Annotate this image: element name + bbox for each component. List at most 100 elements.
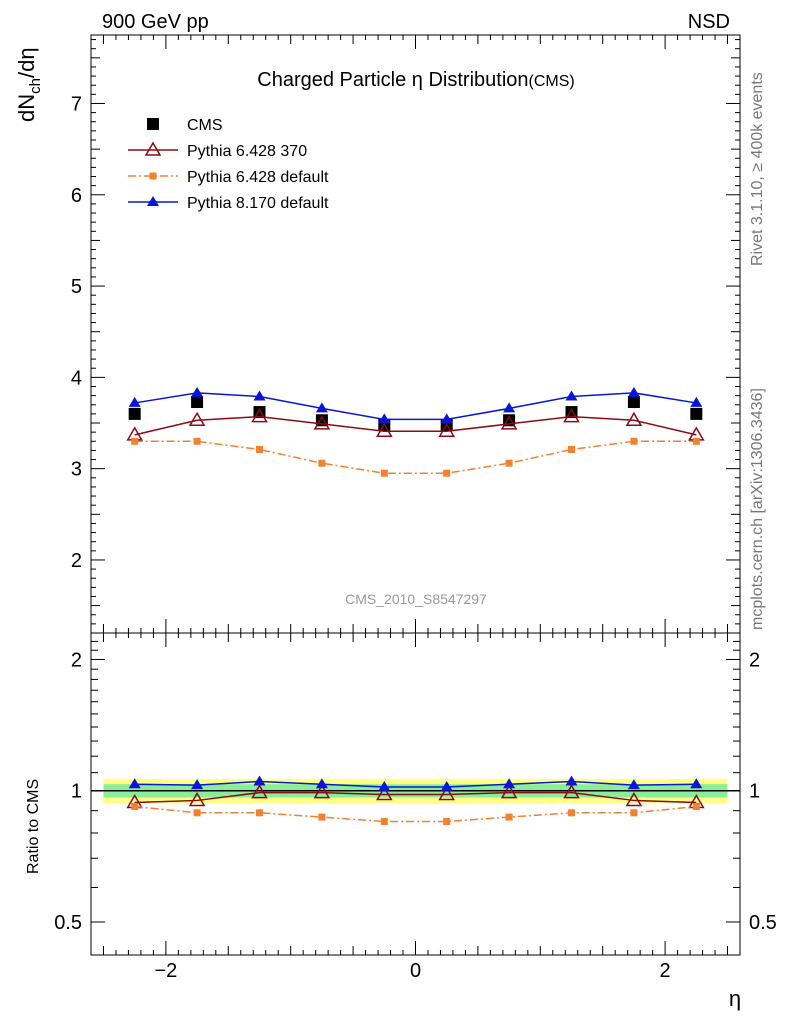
data-point <box>630 437 638 445</box>
y-tick-label: 3 <box>71 459 82 481</box>
data-point <box>625 791 643 807</box>
data-point <box>251 408 268 423</box>
data-point <box>440 413 453 424</box>
data-point <box>191 386 204 397</box>
header-left: 900 GeV pp <box>102 11 209 33</box>
ratio-axis-ticks: 0.5 0.5 1 1 2 2 <box>54 633 777 955</box>
data-point <box>443 818 451 826</box>
chart-title-main: Charged Particle η Distribution <box>257 69 528 91</box>
data-point <box>318 459 326 467</box>
y-tick-label: 4 <box>71 367 82 389</box>
data-point <box>563 408 580 423</box>
x-axis-label: η <box>729 986 741 1011</box>
data-point <box>315 402 328 413</box>
data-point <box>251 784 268 799</box>
data-point <box>443 469 451 477</box>
data-point <box>191 779 204 790</box>
data-point <box>380 469 388 477</box>
data-point <box>380 818 388 826</box>
y-tick-label-right: 0.5 <box>749 912 777 934</box>
series-line <box>134 780 697 788</box>
series-line <box>134 415 697 436</box>
data-point <box>149 172 157 180</box>
legend-label: Pythia 6.428 370 <box>187 143 307 160</box>
legend-label: Pythia 8.170 default <box>187 195 329 212</box>
data-point <box>128 778 141 789</box>
y-tick-label: 2 <box>71 649 82 671</box>
data-point <box>625 411 643 427</box>
data-point <box>144 141 162 156</box>
x-tick-labels: −2 0 2 <box>154 960 670 982</box>
data-point <box>690 407 703 420</box>
data-point <box>188 411 206 427</box>
legend: CMS Pythia 6.428 370 Pythia 6.428 default P… <box>128 117 329 212</box>
data-point <box>505 459 513 467</box>
x-tick-label: −2 <box>154 960 177 982</box>
data-point <box>500 415 518 430</box>
data-point <box>253 390 266 401</box>
data-point <box>503 778 516 789</box>
y-tick-label: 2 <box>71 550 82 572</box>
main-ylabel: dNch/dη <box>14 47 44 122</box>
data-point <box>131 437 139 445</box>
y-tick-label-right: 2 <box>749 649 760 671</box>
data-point <box>690 778 703 789</box>
data-point <box>191 396 204 409</box>
data-point <box>318 813 326 821</box>
watermark: CMS_2010_S8547297 <box>345 591 487 607</box>
data-point <box>627 386 640 397</box>
data-point <box>313 415 331 430</box>
ratio-bands <box>91 778 740 804</box>
data-point <box>255 809 263 817</box>
data-point <box>378 413 391 424</box>
x-tick-label: 2 <box>660 960 671 982</box>
data-point <box>692 803 700 811</box>
data-point <box>565 775 578 786</box>
y-tick-label-right: 1 <box>749 781 760 803</box>
mcplots-label: mcplots.cern.ch [arXiv:1306.3436] <box>749 388 766 630</box>
data-point <box>147 118 159 130</box>
data-point <box>193 809 201 817</box>
data-point <box>692 437 700 445</box>
ratio-panel: 0.5 0.5 1 1 2 2 Ratio to CMS <box>25 632 777 956</box>
data-point <box>315 778 328 789</box>
data-point <box>440 780 453 791</box>
data-point <box>627 396 640 409</box>
main-panel: 2 3 4 5 6 7 Charged Particle η Distribution(C… <box>14 34 741 634</box>
y-tick-label: 1 <box>71 781 82 803</box>
data-point <box>438 786 456 801</box>
data-point <box>505 813 513 821</box>
y-tick-label: 6 <box>71 185 82 207</box>
data-point <box>627 779 640 790</box>
data-point <box>188 791 206 807</box>
y-tick-label: 5 <box>71 276 82 298</box>
data-point <box>375 422 393 437</box>
data-point <box>313 784 331 799</box>
data-point <box>500 784 518 799</box>
y-tick-label: 7 <box>71 93 82 115</box>
data-point <box>253 775 266 786</box>
chart-title: Charged Particle η Distribution(CMS) <box>257 69 574 91</box>
main-axis-ticks: 2 3 4 5 6 7 <box>71 35 740 634</box>
data-point <box>193 437 201 445</box>
main-series <box>126 386 705 477</box>
data-point <box>690 396 703 407</box>
ratio-series <box>126 775 705 826</box>
chart-title-suffix: (CMS) <box>529 73 575 90</box>
rivet-label: Rivet 3.1.10, ≥ 400k events <box>749 72 766 266</box>
series-line <box>134 440 697 474</box>
data-point <box>378 780 391 791</box>
data-point <box>147 196 159 206</box>
data-point <box>255 445 263 453</box>
series-line <box>134 805 697 823</box>
legend-label: CMS <box>187 117 223 134</box>
data-point <box>438 422 456 437</box>
data-point <box>568 445 576 453</box>
data-point <box>375 786 393 801</box>
header-right: NSD <box>688 11 730 33</box>
data-point <box>568 809 576 817</box>
data-point <box>563 784 580 799</box>
x-tick-label: 0 <box>410 960 421 982</box>
data-point <box>630 809 638 817</box>
